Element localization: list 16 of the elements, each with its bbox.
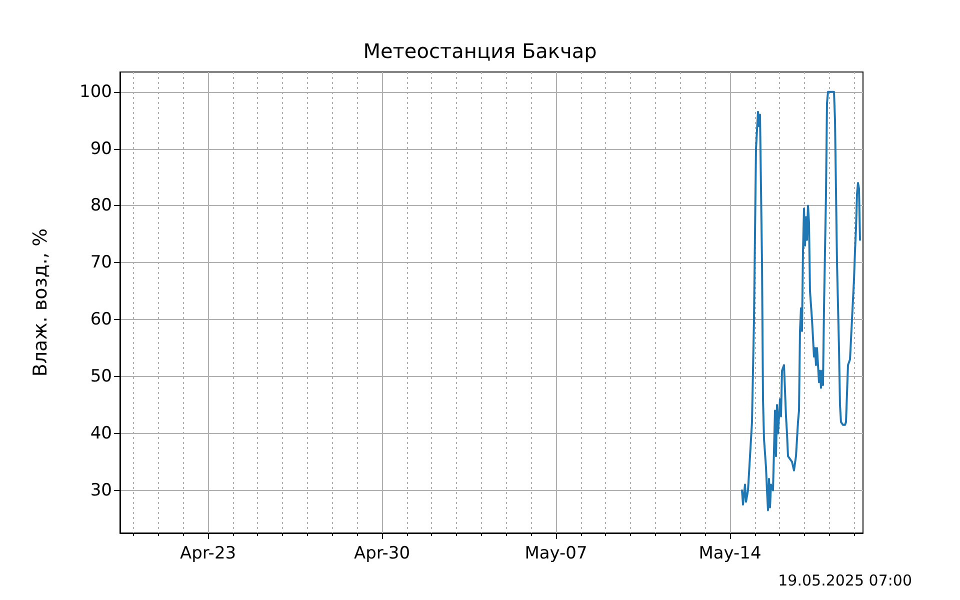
x-tick-label: Apr-23 bbox=[180, 544, 236, 564]
y-tick-label: 80 bbox=[90, 196, 112, 216]
line-series bbox=[741, 90, 861, 512]
y-tick-label: 100 bbox=[80, 82, 112, 102]
y-axis-title: Влаж. возд., % bbox=[30, 228, 52, 377]
x-tick-label: May-14 bbox=[698, 544, 762, 564]
y-tick-label: 70 bbox=[90, 252, 112, 273]
y-tick-label: 90 bbox=[90, 138, 112, 159]
chart-title: Метеостанция Бакчар bbox=[363, 39, 597, 63]
y-tick-label: 60 bbox=[90, 310, 112, 330]
text: 19.05.2025 07:00 bbox=[778, 572, 912, 590]
y-tick-label: 30 bbox=[90, 480, 112, 500]
y-tick-label: 50 bbox=[90, 366, 112, 386]
x-tick-label: May-07 bbox=[524, 544, 588, 564]
y-tick-label: 40 bbox=[90, 423, 112, 444]
x-tick-label: Apr-30 bbox=[354, 544, 410, 564]
